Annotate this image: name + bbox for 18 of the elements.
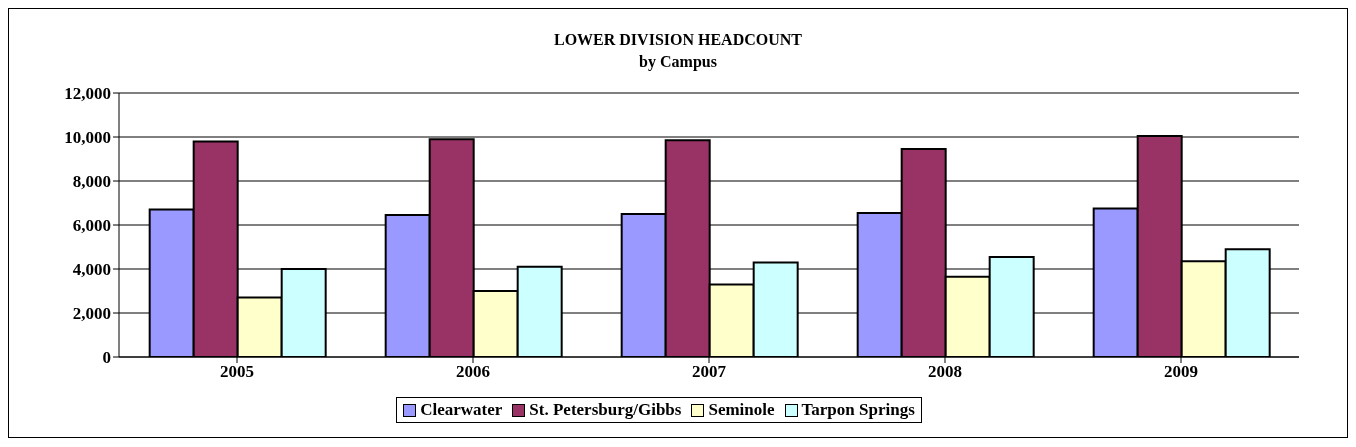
legend-label: St. Petersburg/Gibbs <box>529 400 682 420</box>
x-tick-label: 2005 <box>220 362 254 382</box>
y-tick-label: 2,000 <box>72 304 111 324</box>
y-tick-label: 0 <box>102 348 111 368</box>
y-tick-label: 4,000 <box>72 260 111 280</box>
y-tick-label: 12,000 <box>64 84 111 104</box>
x-tick-label: 2007 <box>692 362 727 382</box>
y-tick-label: 10,000 <box>64 128 111 148</box>
legend-label: Tarpon Springs <box>801 400 915 420</box>
legend-label: Seminole <box>708 400 775 420</box>
legend-label: Clearwater <box>420 400 503 420</box>
x-tick-label: 2009 <box>1164 362 1198 382</box>
y-tick-label: 8,000 <box>72 172 111 192</box>
x-tick-label: 2008 <box>928 362 962 382</box>
x-tick-label: 2006 <box>456 362 490 382</box>
y-tick-label: 6,000 <box>72 216 111 236</box>
chart-title: LOWER DIVISION HEADCOUNT <box>552 30 803 50</box>
chart-subtitle: by Campus <box>638 52 718 73</box>
